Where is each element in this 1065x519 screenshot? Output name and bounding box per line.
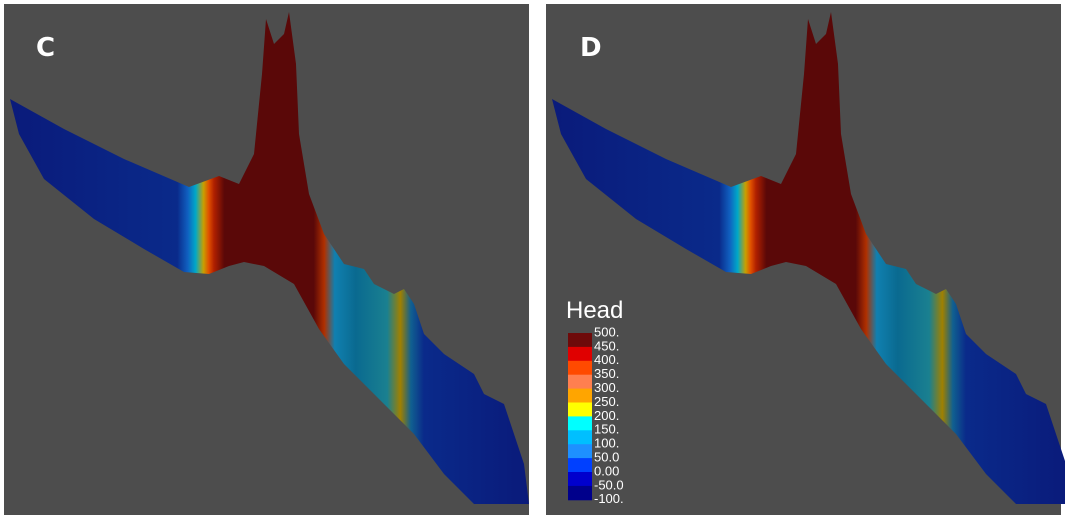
figure: C D Head 500.450.400.350.300.250.200.150… — [0, 0, 1065, 519]
legend-label: 400. — [594, 352, 619, 367]
legend-title: Head — [566, 297, 623, 324]
legend-swatch — [568, 361, 592, 375]
legend-swatch — [568, 416, 592, 430]
legend: 500.450.400.350.300.250.200.150.100.50.0… — [568, 324, 624, 506]
legend-label: -50.0 — [594, 477, 624, 492]
legend-swatch — [568, 389, 592, 403]
legend-swatch — [568, 486, 592, 500]
panel: D Head 500.450.400.350.300.250.200.150.1… — [546, 4, 1065, 515]
legend-label: 300. — [594, 380, 619, 395]
legend-label: 100. — [594, 436, 619, 451]
legend-label: 500. — [594, 324, 619, 339]
legend-label: 250. — [594, 394, 619, 409]
legend-swatch — [568, 472, 592, 486]
panel-label: D — [580, 33, 602, 63]
legend-label: 450. — [594, 338, 619, 353]
legend-swatch — [568, 375, 592, 389]
legend-label: -100. — [594, 491, 624, 506]
legend-swatch — [568, 347, 592, 361]
panel: C — [4, 4, 529, 515]
legend-label: 0.00 — [594, 463, 619, 478]
legend-label: 150. — [594, 422, 619, 437]
legend-swatch — [568, 444, 592, 458]
legend-label: 350. — [594, 366, 619, 381]
legend-swatch — [568, 403, 592, 417]
legend-label: 200. — [594, 408, 619, 423]
legend-swatch — [568, 430, 592, 444]
panel-label: C — [36, 33, 55, 63]
legend-label: 50.0 — [594, 450, 619, 465]
legend-swatch — [568, 458, 592, 472]
legend-swatch — [568, 333, 592, 347]
